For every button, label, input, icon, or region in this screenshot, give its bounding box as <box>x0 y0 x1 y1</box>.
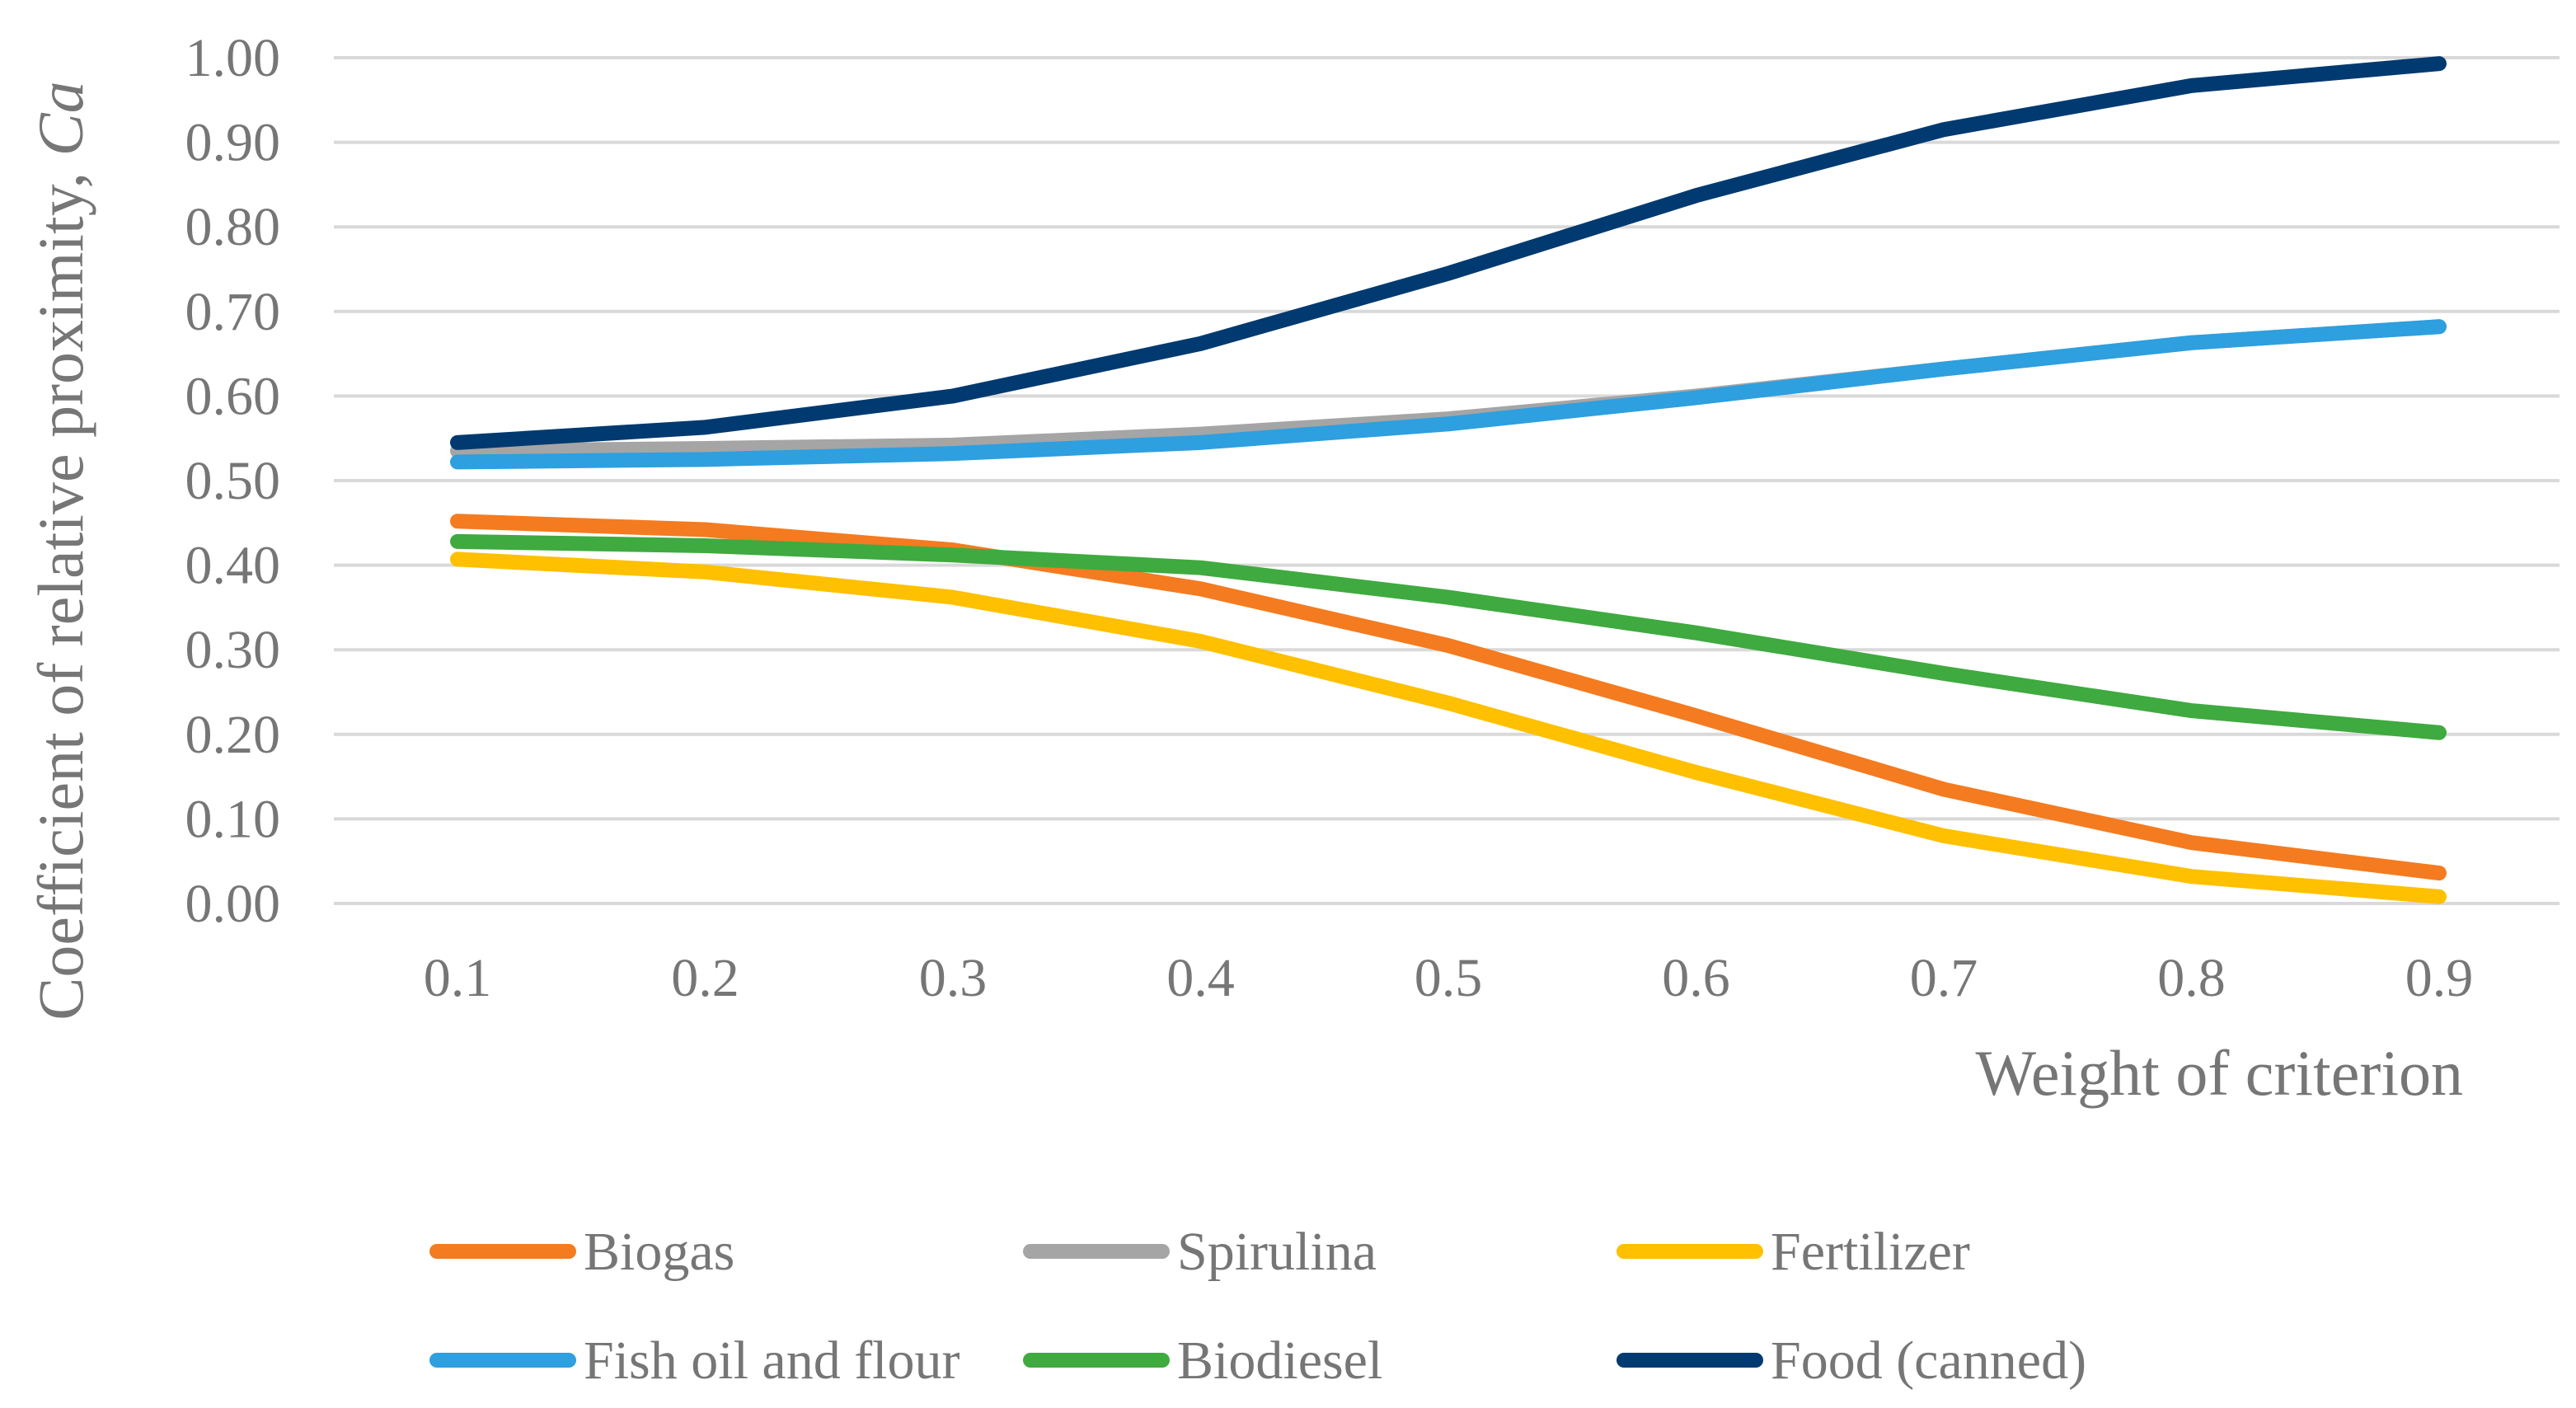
x-tick-label: 0.8 <box>2157 948 2226 1008</box>
y-tick-label: 0.40 <box>185 536 281 596</box>
x-tick-label: 0.5 <box>1415 948 1483 1008</box>
legend-item: Biogas <box>429 1222 734 1282</box>
legend-item: Food (canned) <box>1616 1331 2086 1391</box>
y-tick-label: 0.70 <box>185 282 281 342</box>
y-axis-ticks: 0.00 0.10 0.20 0.30 0.40 0.50 0.60 0.70 0.80 0.90… <box>185 28 281 934</box>
legend-label: Biodiesel <box>1177 1331 1382 1391</box>
legend-item: Fertilizer <box>1616 1222 1970 1282</box>
y-tick-label: 0.10 <box>185 789 281 849</box>
legend-label: Fish oil and flour <box>584 1331 960 1391</box>
x-tick-label: 0.9 <box>2405 948 2474 1008</box>
y-tick-label: 0.20 <box>185 705 281 765</box>
legend-label: Spirulina <box>1177 1222 1377 1282</box>
y-tick-label: 0.50 <box>185 451 281 511</box>
x-axis-label: Weight of criterion <box>1975 1037 2463 1109</box>
series-line-fertilizer <box>450 551 2447 904</box>
x-tick-label: 0.1 <box>424 948 492 1008</box>
series-line-biogas <box>450 514 2447 881</box>
series-line-biodiesel <box>450 533 2447 740</box>
series-line-food-canned <box>450 56 2447 450</box>
legend-label: Fertilizer <box>1771 1222 1970 1282</box>
y-tick-label: 0.90 <box>185 113 281 173</box>
legend-label: Food (canned) <box>1771 1331 2086 1391</box>
legend: Biogas Spirulina Fertilizer Fish oil and fl… <box>429 1222 2086 1391</box>
y-tick-label: 0.80 <box>185 197 281 257</box>
y-tick-label: 1.00 <box>185 28 281 88</box>
legend-label: Biogas <box>584 1222 734 1282</box>
legend-item: Spirulina <box>1023 1222 1377 1282</box>
series-line-fish-oil-and-flour <box>450 319 2447 470</box>
legend-item: Fish oil and flour <box>429 1331 960 1391</box>
y-axis-label: Coefficient of relative proximity, Ca <box>25 81 96 1020</box>
x-tick-label: 0.2 <box>671 948 739 1008</box>
series-lines <box>450 56 2447 904</box>
x-tick-label: 0.7 <box>1910 948 1978 1008</box>
y-tick-label: 0.60 <box>185 366 281 426</box>
x-tick-label: 0.4 <box>1166 948 1235 1008</box>
y-tick-label: 0.30 <box>185 620 281 680</box>
x-axis-ticks: 0.1 0.2 0.3 0.4 0.5 0.6 0.7 0.8 0.9 <box>424 948 2474 1008</box>
x-tick-label: 0.3 <box>919 948 988 1008</box>
legend-item: Biodiesel <box>1023 1331 1382 1391</box>
x-tick-label: 0.6 <box>1662 948 1730 1008</box>
y-tick-label: 0.00 <box>185 874 281 934</box>
